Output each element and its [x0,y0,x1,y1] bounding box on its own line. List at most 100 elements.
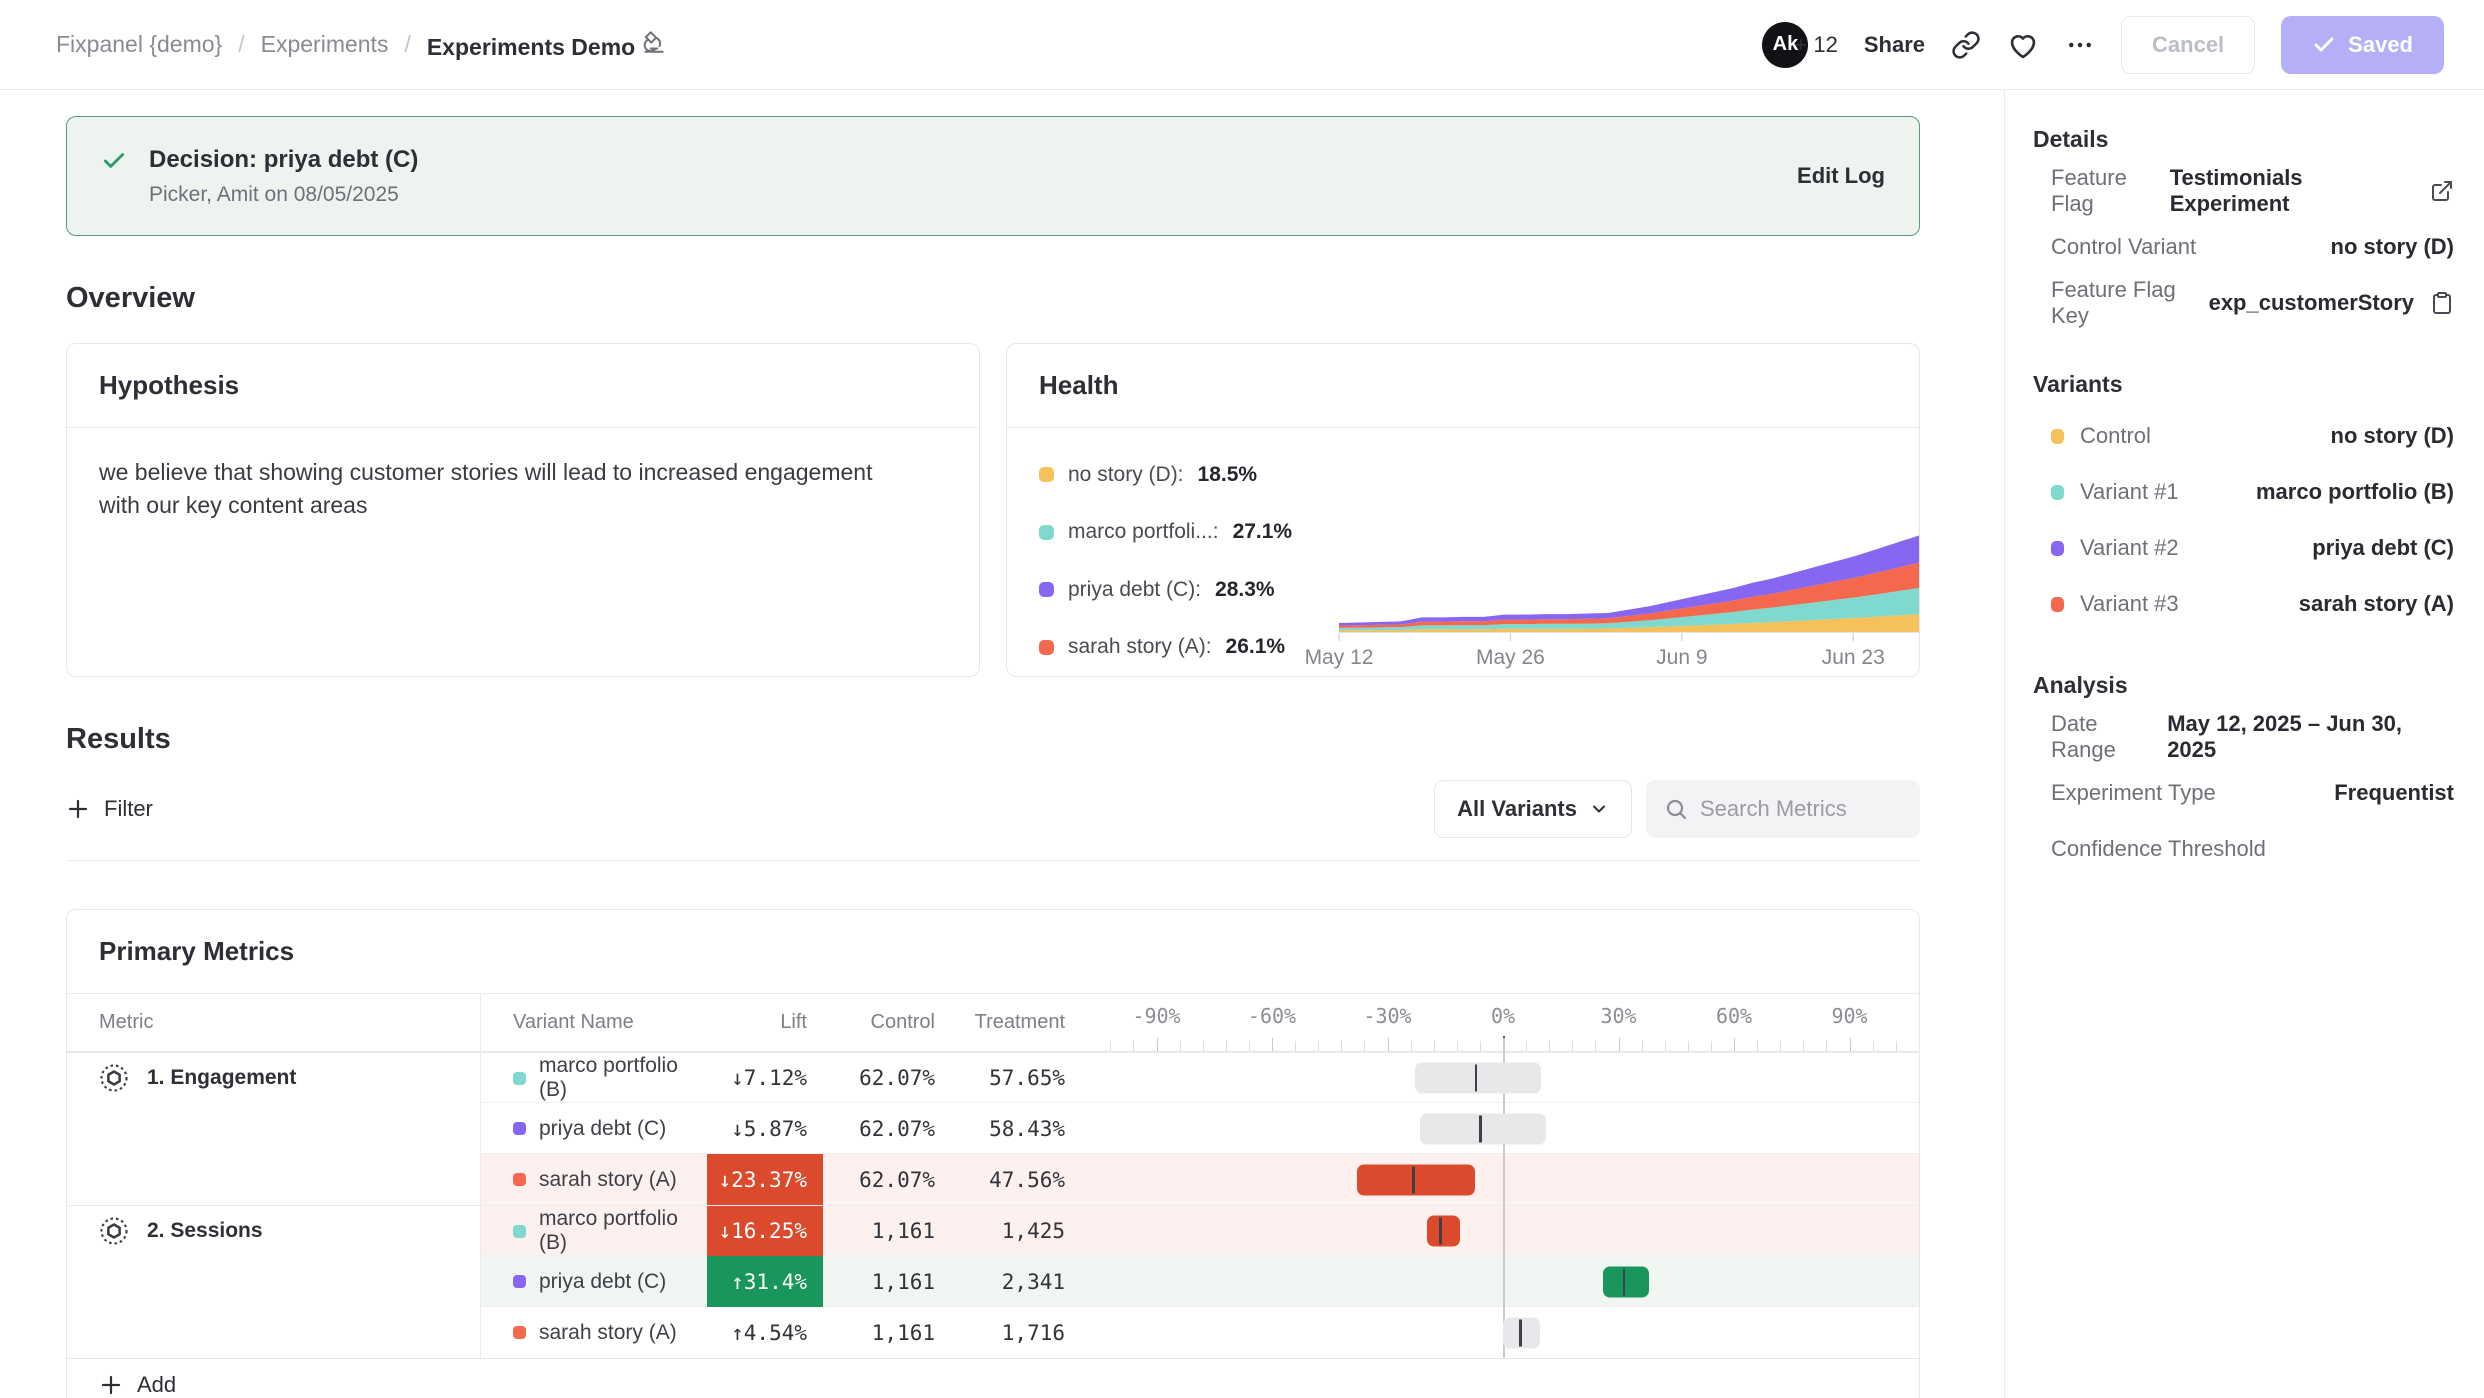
metric-table-row[interactable]: sarah story (A) ↑4.54% 1,161 1,716 [67,1306,1919,1358]
variant-color-dot [2051,596,2064,612]
legend-label: sarah story (A): [1068,634,1212,658]
copy-icon[interactable] [2430,291,2454,315]
table-header-row: Metric Variant Name Lift Control Treatment -9… [67,994,1919,1052]
avatar[interactable]: Ak [1762,21,1809,68]
treatment-value: 57.65% [989,1066,1065,1090]
external-link-icon[interactable] [2430,179,2454,203]
axis-tick [1410,1041,1412,1051]
variant-color-dot [513,1224,526,1238]
axis-tick [1179,1041,1181,1051]
control-value: 1,161 [871,1320,935,1345]
lift-estimate-marker [1439,1217,1442,1245]
area-series-marco-portfolio-b- [1339,587,1919,631]
lift-estimate-marker [1412,1166,1415,1193]
plus-icon [68,799,88,819]
axis-tick [1872,1041,1874,1051]
search-metrics-box[interactable] [1646,780,1920,838]
favorite-heart-icon[interactable] [2007,29,2039,61]
area-series-priya-debt-c- [1339,535,1919,626]
sidebar-section-analysis: Analysis Date Range May 12, 2025 – Jun 30,… [2031,672,2458,877]
lift-estimate-marker [1519,1319,1522,1346]
saved-button[interactable]: Saved [2281,15,2444,74]
edit-log-button[interactable]: Edit Log [1797,163,1885,188]
overview-heading: Overview [66,282,195,314]
axis-tick [1110,1041,1112,1051]
sidebar-row-value: sarah story (A) [2298,591,2454,616]
variant-color-dot [513,1071,526,1085]
legend-label: no story (D): [1068,462,1184,486]
variant-color-dot [2051,484,2064,500]
sidebar-row-control: Control no story (D) [2031,408,2458,464]
axis-tick [1387,1038,1389,1051]
confidence-interval-bar [1357,1164,1475,1195]
area-series-no-story-d- [1339,614,1919,632]
metric-name: 2. Sessions [99,1216,263,1246]
axis-tick [1318,1041,1320,1051]
primary-metrics-card: Primary Metrics Metric Variant Name Lift Co… [66,909,1920,1398]
sidebar-row-value: priya debt (C) [2312,535,2454,560]
sidebar-row-label: Control Variant [2051,234,2197,259]
axis-tick [1895,1041,1897,1051]
legend-item: no story (D): 18.5% [1039,460,1339,490]
legend-item: sarah story (A): 26.1% [1039,632,1339,662]
sidebar-row-variant-2: Variant #2 priya debt (C) [2031,520,2458,576]
column-header-lift: Lift [780,1011,807,1033]
confidence-interval-bar [1603,1266,1650,1297]
results-divider [66,860,1920,861]
variant-name: marco portfolio (B) [539,1054,678,1101]
axis-tick [1156,1038,1158,1051]
axis-tick [1272,1038,1273,1051]
microscope-icon [641,29,667,55]
lift-estimate-marker [1474,1064,1478,1092]
saved-button-label: Saved [2348,31,2413,57]
sidebar-row-label: Feature Flag [2051,165,2127,216]
decision-subtitle: Picker, Amit on 08/05/2025 [149,182,399,206]
more-options-icon[interactable] [2065,30,2095,60]
metric-table-row[interactable]: 1. Engagement marco portfolio (B) ↓7.12% 62… [67,1052,1919,1103]
axis-tick [1456,1041,1458,1051]
axis-tick [1618,1038,1620,1051]
metric-table-row[interactable]: 2. Sessions marco portfolio (B) ↓16.25% 1,1… [67,1205,1919,1256]
breadcrumb-item[interactable]: Fixpanel {demo} [56,31,223,57]
breadcrumb-item[interactable]: Experiments [260,31,389,57]
axis-tick-label: 90% [1831,1004,1868,1028]
variant-color-dot [2051,540,2064,556]
column-header-variant-name: Variant Name [513,1011,634,1033]
sidebar-row-label: Feature Flag Key [2051,277,2176,328]
sidebar-row-variant-3: Variant #3 sarah story (A) [2031,576,2458,632]
sidebar-row-value: no story (D) [2330,234,2454,259]
legend-color-dot [1039,524,1054,540]
zero-percent-line [1503,1038,1505,1358]
lift-value: ↓7.12% [731,1066,807,1090]
metric-table-row[interactable]: priya debt (C) ↑31.4% 1,161 2,341 [67,1255,1919,1307]
sidebar-row-date-range: Date Range May 12, 2025 – Jun 30, 2025 [2031,709,2458,765]
axis-tick [1595,1041,1597,1051]
hypothesis-card: Hypothesis we believe that showing custo… [66,343,980,677]
search-metrics-input[interactable] [1700,796,1900,822]
sidebar-row-value: exp_customerStory [2208,290,2414,315]
axis-tick [1133,1041,1135,1051]
variant-name: sarah story (A) [539,1167,677,1191]
metric-table-row[interactable]: priya debt (C) ↓5.87% 62.07% 58.43% [67,1102,1919,1154]
add-metric-button[interactable]: Add [67,1358,1919,1398]
cancel-button[interactable]: Cancel [2121,15,2256,74]
hypothesis-body: we believe that showing customer stories… [99,459,873,519]
variant-color-dot [513,1173,526,1186]
details-sidebar: Details Feature Flag Testimonials Experime… [2004,90,2484,1398]
sidebar-section-title: Details [2033,126,2109,152]
link-icon[interactable] [1951,30,1981,60]
health-legend: no story (D): 18.5% marco portfoli...: 27… [1039,456,1339,666]
legend-color-dot [1039,467,1054,483]
share-button[interactable]: Share [1863,31,1926,57]
main-content: Decision: priya debt (C) Picker, Amit on… [0,90,2004,1398]
health-title: Health [1007,344,1919,428]
control-value: 62.07% [859,1066,935,1090]
axis-tick-label: -60% [1247,1004,1297,1028]
metric-table-row[interactable]: sarah story (A) ↓23.37% 62.07% 47.56% [67,1153,1919,1205]
filter-label: Filter [104,796,153,821]
sidebar-row-feature-flag: Feature Flag Testimonials Experiment [2031,163,2458,219]
legend-value: 18.5% [1197,462,1258,486]
variant-filter-dropdown[interactable]: All Variants [1434,780,1632,838]
add-filter-button[interactable]: Filter [66,796,153,822]
